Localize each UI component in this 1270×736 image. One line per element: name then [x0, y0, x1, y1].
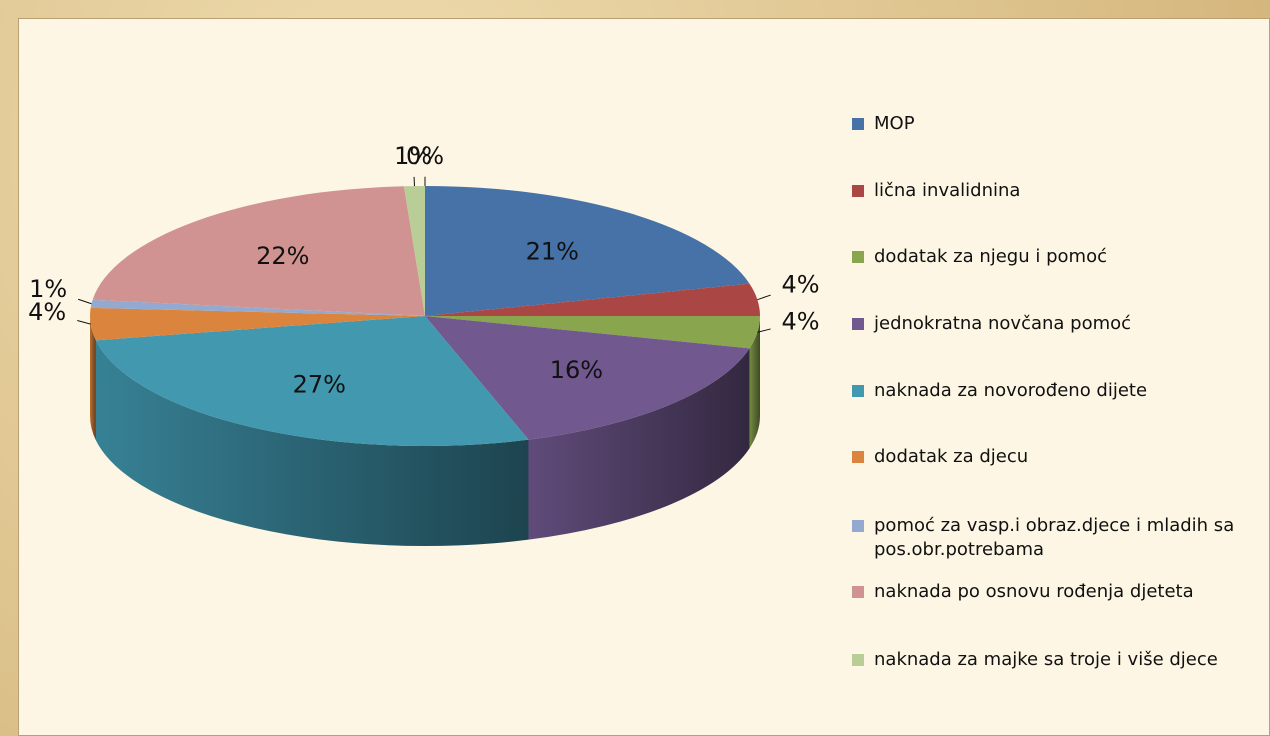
data-label: 4%: [782, 307, 820, 335]
leader-line: [757, 328, 771, 333]
legend-swatch: [852, 520, 864, 532]
slice: [425, 283, 760, 316]
legend-label: jednokratna novčana pomoć: [874, 313, 1132, 334]
data-label: 27%: [293, 370, 346, 398]
data-label: 1%: [29, 275, 67, 303]
legend-label: naknada po osnovu rođenja djeteta: [874, 581, 1194, 602]
legend-label: dodatak za njegu i pomoć: [874, 246, 1107, 267]
legend-item: lična invalidnina: [852, 179, 1262, 203]
data-label: 21%: [526, 237, 579, 265]
legend-swatch: [852, 451, 864, 463]
leader-line: [77, 298, 92, 305]
slice: [92, 186, 426, 316]
data-label: 4%: [28, 298, 66, 326]
legend-item: dodatak za djecu: [852, 445, 1262, 469]
data-label: 0%: [406, 142, 444, 170]
data-label: 22%: [256, 242, 309, 270]
legend-item: MOP: [852, 112, 1262, 136]
legend-swatch: [852, 251, 864, 263]
slice-side: [95, 340, 529, 546]
slice: [425, 316, 760, 349]
legend-item: naknada za novorođeno dijete: [852, 379, 1262, 403]
slice: [89, 307, 425, 341]
legend-label: pomoć za vasp.i obraz.djece i mladih sa …: [874, 515, 1235, 560]
slice-side: [528, 348, 750, 540]
slice-side: [749, 316, 760, 449]
legend-item: jednokratna novčana pomoć: [852, 312, 1262, 336]
legend-label: lična invalidnina: [874, 180, 1021, 201]
legend-label: MOP: [874, 113, 915, 134]
data-label: 16%: [550, 356, 603, 384]
leader-line: [77, 320, 91, 325]
legend-swatch: [852, 654, 864, 666]
legend-label: dodatak za djecu: [874, 446, 1029, 467]
legend-swatch: [852, 385, 864, 397]
legend-label: naknada za majke sa troje i više djece: [874, 649, 1218, 670]
data-label: 1%: [394, 142, 432, 170]
legend-item: naknada za majke sa troje i više djece: [852, 648, 1262, 672]
data-label: 4%: [782, 271, 820, 299]
slice: [90, 299, 426, 316]
slice: [425, 316, 750, 440]
legend-swatch: [852, 586, 864, 598]
slice-side: [90, 316, 96, 441]
slice: [425, 186, 750, 316]
legend-label: naknada za novorođeno dijete: [874, 380, 1148, 401]
legend-swatch: [852, 185, 864, 197]
slice: [403, 186, 425, 316]
leader-line: [757, 294, 771, 301]
legend-item: naknada po osnovu rođenja djeteta: [852, 580, 1262, 604]
legend-item: dodatak za njegu i pomoć: [852, 245, 1262, 269]
slice: [95, 316, 529, 447]
legend-swatch: [852, 318, 864, 330]
legend-swatch: [852, 118, 864, 130]
legend-item: pomoć za vasp.i obraz.djece i mladih sa …: [852, 514, 1262, 562]
